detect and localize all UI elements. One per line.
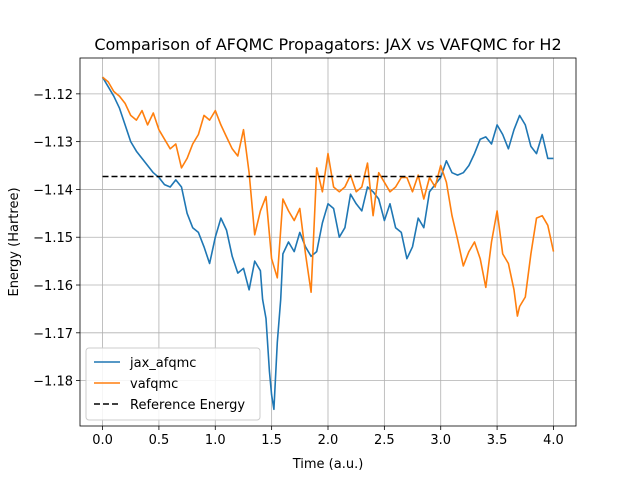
legend-label-jax-afqmc: jax_afqmc xyxy=(129,356,196,371)
x-tick-label: 0.0 xyxy=(92,433,113,448)
series-line-vafqmc xyxy=(101,76,555,317)
y-tick-label: −1.18 xyxy=(33,375,73,390)
grid xyxy=(80,58,576,426)
legend-label-reference-energy: Reference Energy xyxy=(130,398,245,413)
y-axis-label: Energy (Hartree) xyxy=(7,187,22,296)
chart-title: Comparison of AFQMC Propagators: JAX vs … xyxy=(94,35,561,54)
legend-box xyxy=(85,347,261,421)
x-tick-label: 3.5 xyxy=(487,433,508,448)
y-tick-label: −1.13 xyxy=(33,136,73,151)
x-tick-label: 1.5 xyxy=(261,433,282,448)
y-tick-label: −1.17 xyxy=(33,327,73,342)
x-tick-label: 1.0 xyxy=(205,433,226,448)
x-tick-label: 0.5 xyxy=(149,433,170,448)
legend-label-vafqmc: vafqmc xyxy=(130,377,178,392)
ticks: 0.0 0.5 1.0 1.5 2.0 2.5 3.0 3.5 4.0 −1.18 −1.17 −1.… xyxy=(33,88,564,448)
y-tick-label: −1.15 xyxy=(33,231,73,246)
y-tick-label: −1.16 xyxy=(33,279,73,294)
series-line-jax-afqmc xyxy=(101,76,554,411)
x-tick-label: 2.5 xyxy=(374,433,395,448)
x-tick-label: 2.0 xyxy=(318,433,339,448)
x-axis-label: Time (a.u.) xyxy=(292,457,364,472)
x-tick-label: 4.0 xyxy=(543,433,564,448)
y-tick-label: −1.12 xyxy=(33,88,73,103)
series-layer xyxy=(101,76,555,411)
y-tick-label: −1.14 xyxy=(33,183,73,198)
x-tick-label: 3.0 xyxy=(430,433,451,448)
